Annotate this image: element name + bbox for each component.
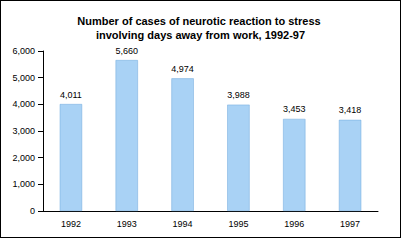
svg-text:1993: 1993	[117, 219, 137, 229]
svg-text:6,000: 6,000	[12, 46, 35, 56]
svg-text:3,988: 3,988	[227, 90, 250, 100]
svg-text:1,000: 1,000	[12, 179, 35, 189]
svg-text:4,011: 4,011	[60, 90, 82, 100]
svg-text:involving days away from work,: involving days away from work, 1992-97	[96, 29, 305, 41]
svg-text:1996: 1996	[284, 219, 304, 229]
svg-text:5,000: 5,000	[12, 73, 35, 83]
svg-text:4,974: 4,974	[171, 64, 194, 74]
svg-text:1995: 1995	[228, 219, 248, 229]
svg-text:4,000: 4,000	[12, 99, 35, 109]
svg-text:1992: 1992	[61, 219, 81, 229]
svg-text:Number of cases of neurotic re: Number of cases of neurotic reaction to …	[77, 15, 323, 27]
svg-text:3,453: 3,453	[283, 104, 306, 114]
svg-text:0: 0	[30, 206, 35, 216]
svg-text:3,000: 3,000	[12, 126, 35, 136]
svg-text:5,660: 5,660	[115, 46, 138, 56]
svg-text:1994: 1994	[173, 219, 193, 229]
svg-text:1997: 1997	[340, 219, 360, 229]
svg-text:3,418: 3,418	[339, 105, 362, 115]
svg-text:2,000: 2,000	[12, 153, 35, 163]
